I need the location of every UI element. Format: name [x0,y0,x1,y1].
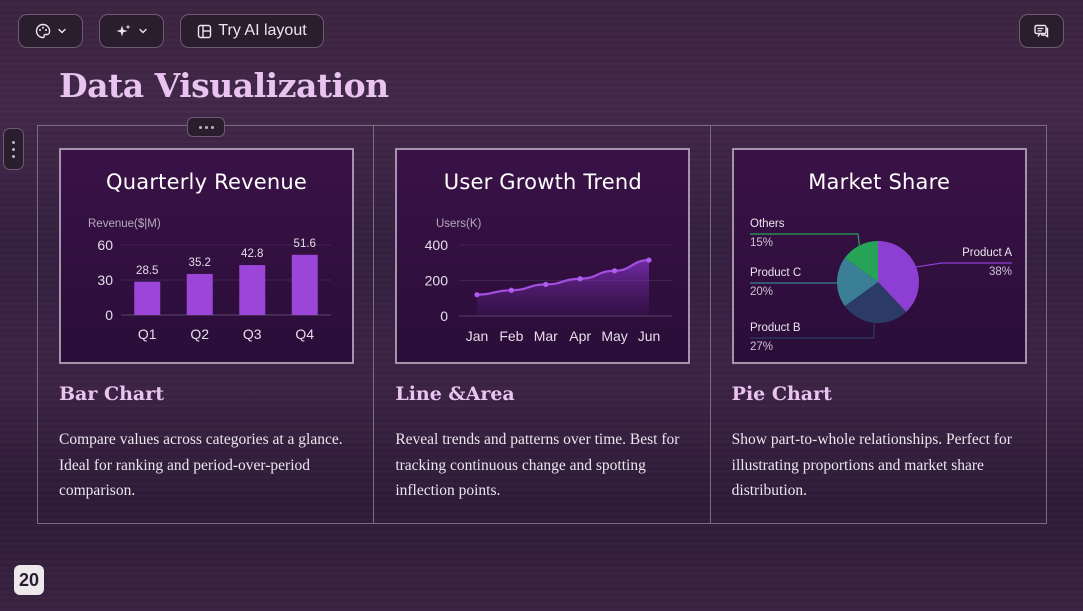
x-tick-label: Q1 [138,326,157,342]
leader-line [749,233,860,246]
leader-line [749,322,875,339]
pie-slice [844,241,878,282]
data-point [646,257,652,263]
column-pie-chart[interactable]: Market Share Product A 38% Product B 27% Pro… [711,126,1046,523]
slice-label: Product A [962,247,1012,259]
pie-slice [877,241,919,312]
y-axis-label: Users(K) [436,218,482,230]
column-description: Show part-to-whole relationships. Perfec… [731,431,1012,499]
series-line [477,258,650,296]
comments-button[interactable] [1019,14,1064,48]
palette-icon [35,23,51,39]
slice-percent: 15% [750,237,773,249]
column-heading: Line &Area [395,383,515,405]
data-label: 42.8 [241,248,263,260]
layout-icon [197,24,212,39]
data-point [577,276,584,282]
try-ai-layout-button[interactable]: Try AI layout [180,14,324,48]
pie-chart-card[interactable]: Market Share Product A 38% Product B 27% Pro… [731,148,1027,364]
column-heading: Bar Chart [59,383,165,405]
comment-icon [1033,23,1050,40]
chevron-down-icon [57,26,67,36]
y-tick-label: 200 [425,273,449,289]
y-tick-label: 60 [97,237,113,253]
pie-slice [844,282,906,323]
block-drag-handle[interactable] [187,117,225,137]
try-ai-layout-label: Try AI layout [218,22,307,39]
sparkle-icon [115,23,132,40]
bar-chart-card[interactable]: Quarterly Revenue Revenue($|M) 0 30 60 28.5… [59,148,354,364]
bar [291,254,318,315]
y-tick-label: 30 [97,272,113,288]
y-tick-label: 0 [441,308,449,324]
line-chart-card[interactable]: User Growth Trend Users(K) 0 200 400 Jan Feb… [395,148,691,364]
data-label: 51.6 [294,238,316,250]
side-drag-handle[interactable] [3,128,24,170]
x-tick-label: Q2 [190,326,209,342]
data-label: 28.5 [136,265,158,277]
x-tick-label: Feb [500,328,524,344]
ai-menu-button[interactable] [99,14,164,48]
page-number: 20 [14,565,44,595]
chart-title: Quarterly Revenue [106,170,307,194]
column-heading: Pie Chart [731,383,832,405]
column-line-area[interactable]: User Growth Trend Users(K) 0 200 400 Jan Feb… [374,126,711,523]
chevron-down-icon [138,26,148,36]
chart-title: Market Share [808,170,951,194]
x-tick-label: Q3 [243,326,262,342]
slice-label: Others [750,218,785,230]
slice-percent: 20% [750,286,773,298]
bar [186,273,213,315]
bar [134,281,161,315]
x-tick-label: Jun [638,328,661,344]
pie-chart: Product A 38% Product B 27% Product C 20% Othe… [749,218,1012,353]
area-fill [477,260,650,316]
slice-percent: 27% [750,341,773,353]
x-tick-label: May [602,328,628,344]
y-tick-label: 0 [105,307,113,323]
data-point [474,292,480,298]
leader-line [915,262,1012,268]
columns-grid: Quarterly Revenue Revenue($|M) 0 30 60 28.5… [37,125,1047,524]
data-label: 35.2 [189,257,211,269]
data-point [509,287,515,293]
x-tick-label: Apr [570,328,592,344]
chart-title: User Growth Trend [443,170,642,194]
theme-menu-button[interactable] [18,14,83,48]
data-point [543,281,549,288]
bar [239,265,266,315]
data-point [612,268,618,274]
column-description: Compare values across categories at a gl… [59,431,343,499]
y-axis-label: Revenue($|M) [88,218,161,230]
y-tick-label: 400 [425,237,449,253]
bar-chart: Revenue($|M) 0 30 60 28.5 Q1 35.2 Q2 42.8 Q3 51.6… [88,218,331,342]
slice-label: Product B [750,322,801,334]
slice-percent: 38% [989,266,1012,278]
line-area-chart: Users(K) 0 200 400 Jan Feb Mar Apr May Jun [425,218,673,344]
column-description: Reveal trends and patterns over time. Be… [395,431,680,499]
slice-label: Product C [750,267,801,279]
x-tick-label: Jan [466,328,489,344]
slide-title[interactable]: Data Visualization [59,66,389,105]
column-bar-chart[interactable]: Quarterly Revenue Revenue($|M) 0 30 60 28.5… [38,126,375,523]
x-tick-label: Mar [534,328,558,344]
x-tick-label: Q4 [295,326,314,342]
pie-slice [836,257,878,307]
leader-line [749,281,842,284]
